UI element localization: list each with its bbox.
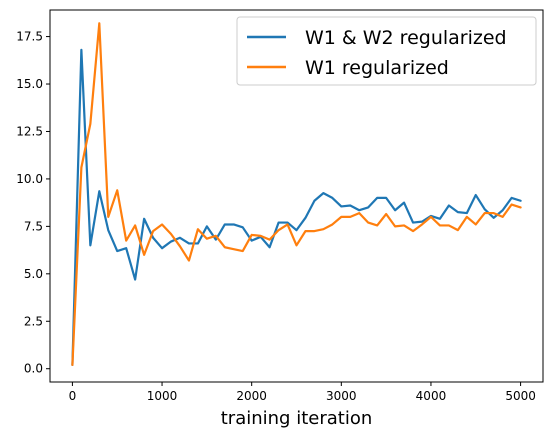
y-tick-label: 10.0 xyxy=(16,172,43,186)
x-tick-label: 0 xyxy=(69,389,77,403)
y-tick-label: 15.0 xyxy=(16,77,43,91)
legend: W1 & W2 regularized W1 regularized xyxy=(236,16,537,86)
y-tick-label: 2.5 xyxy=(24,314,43,328)
series-line-1 xyxy=(71,48,522,367)
plot-area xyxy=(71,22,522,367)
x-axis: 0 1000 2000 3000 4000 5000 xyxy=(69,382,536,403)
y-tick-label: 12.5 xyxy=(16,124,43,138)
y-axis: 0.0 2.5 5.0 7.5 10.0 12.5 15.0 17.5 xyxy=(16,30,50,376)
series-line-2 xyxy=(71,22,522,367)
x-tick-label: 4000 xyxy=(416,389,447,403)
plot-frame xyxy=(49,9,544,383)
x-tick-label: 1000 xyxy=(147,389,178,403)
x-tick-label: 2000 xyxy=(236,389,267,403)
y-tick-label: 17.5 xyxy=(16,30,43,44)
y-tick-label: 7.5 xyxy=(24,219,43,233)
x-axis-title: training iteration xyxy=(221,408,373,429)
y-tick-label: 0.0 xyxy=(24,362,43,376)
y-tick-label: 5.0 xyxy=(24,267,43,281)
x-tick-label: 5000 xyxy=(505,389,536,403)
legend-label-2: W1 regularized xyxy=(305,57,449,79)
x-tick-label: 3000 xyxy=(326,389,357,403)
legend-box xyxy=(236,16,537,86)
legend-label-1: W1 & W2 regularized xyxy=(305,27,507,49)
